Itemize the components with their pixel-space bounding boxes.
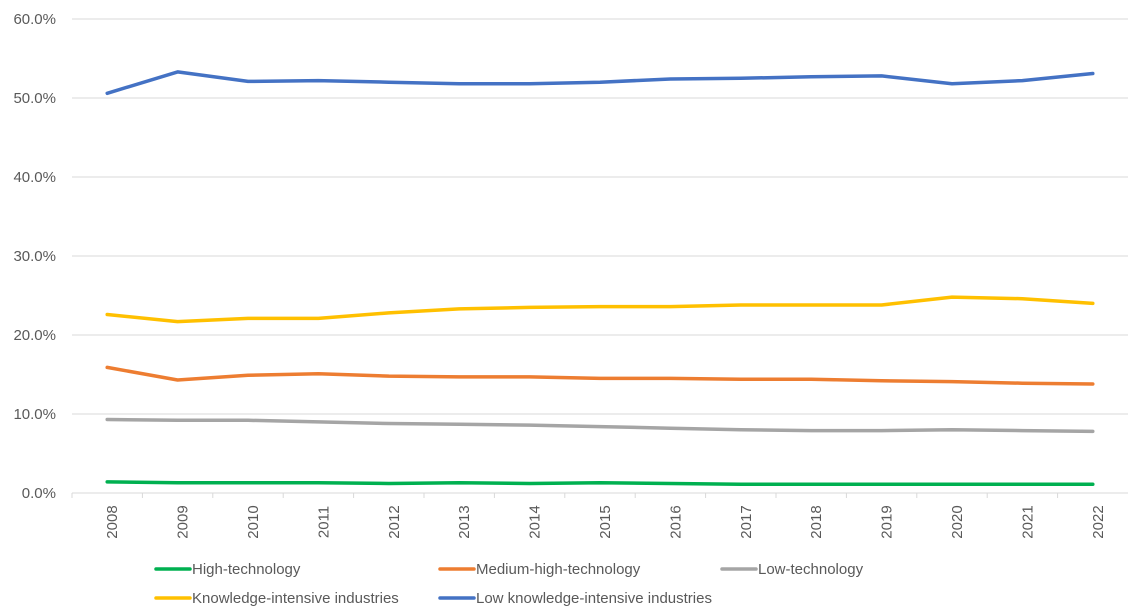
x-tick-label: 2022 [1090,505,1107,538]
x-tick-label: 2014 [527,505,544,538]
x-tick-label: 2011 [315,506,332,538]
legend-label: Low-technology [758,561,864,578]
x-tick-label: 2012 [386,505,403,538]
x-tick-label: 2009 [175,505,192,538]
gridlines [72,18,1128,494]
x-tick-label: 2008 [104,505,121,538]
legend-item: Medium-high-technology [438,561,641,578]
x-tick-label: 2019 [879,505,896,538]
legend-label: Knowledge-intensive industries [192,590,399,607]
y-tick-label: 50.0% [13,90,56,107]
legend-label: Low knowledge-intensive industries [476,590,712,607]
legend-item: Knowledge-intensive industries [154,590,399,607]
x-tick-label: 2017 [738,505,755,538]
x-axis-ticks: 2008 2009 2010 2011 2012 2013 2014 2015 2016 2017… [71,493,1107,539]
x-tick-label: 2020 [949,505,966,538]
series-line-low-technology [105,417,1095,434]
series-line-medium-high-technology [105,365,1095,386]
legend-label: Medium-high-technology [476,561,641,578]
y-tick-label: 10.0% [13,406,56,423]
x-tick-label: 2021 [1019,505,1036,538]
x-tick-label: 2013 [456,505,473,538]
series-line-high-technology [105,480,1095,487]
y-tick-label: 20.0% [13,327,56,344]
y-tick-label: 60.0% [13,11,56,28]
x-tick-label: 2015 [597,505,614,538]
y-tick-label: 40.0% [13,169,56,186]
legend-label: High-technology [192,561,301,578]
y-axis-ticks: 0.0% 10.0% 20.0% 30.0% 40.0% 50.0% 60.0% [13,11,56,502]
y-tick-label: 30.0% [13,248,56,265]
x-tick-label: 2016 [667,505,684,538]
series-line-knowledge-intensive-industries [105,295,1095,324]
legend-item: High-technology [154,561,301,578]
series-line-low-knowledge-intensive-industries [105,70,1095,96]
x-tick-label: 2018 [808,505,825,538]
x-tick-label: 2010 [245,505,262,538]
y-tick-label: 0.0% [22,485,56,502]
legend-item: Low knowledge-intensive industries [438,590,712,607]
legend: High-technology Medium-high-technology Low… [154,561,864,607]
legend-item: Low-technology [720,561,864,578]
series-lines [105,70,1095,487]
